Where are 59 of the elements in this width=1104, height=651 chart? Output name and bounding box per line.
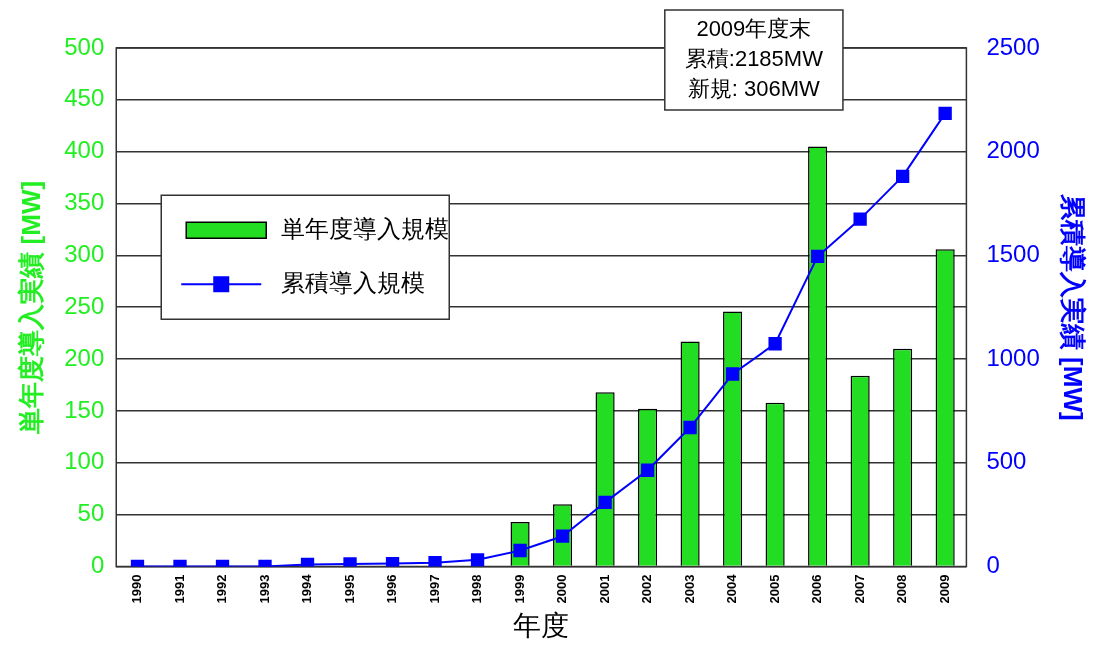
x-tick-label: 2008 (894, 574, 910, 604)
point (598, 495, 612, 510)
x-tick-label: 2006 (809, 574, 825, 604)
point (428, 556, 442, 567)
y2-axis-title: 累積導入実績 [MW] (1058, 192, 1089, 421)
x-tick-label: 2009 (936, 574, 952, 604)
x-tick-label: 2002 (639, 574, 655, 604)
x-tick-label: 1992 (214, 574, 230, 604)
y-tick-label: 250 (64, 291, 105, 319)
x-tick-label: 1997 (426, 574, 442, 604)
point (555, 529, 570, 543)
x-tick-label: 2000 (554, 574, 570, 604)
legend-label: 累積導入規模 (281, 268, 426, 296)
y-tick-label: 300 (64, 240, 105, 268)
y-tick-label: 500 (64, 32, 105, 60)
point (385, 556, 400, 567)
y2-tick-label: 1500 (986, 240, 1040, 268)
annotation: 累積:2185MW (684, 46, 824, 72)
x-tick-label: 2004 (724, 573, 740, 604)
y-tick-label: 100 (64, 447, 105, 475)
annotation: 新規: 306MW (687, 76, 821, 102)
legend-label: 単年度導入規模 (281, 214, 450, 242)
y-tick-label: 200 (64, 343, 105, 371)
point (470, 553, 485, 567)
point (768, 337, 782, 351)
point (810, 249, 825, 264)
x-tick-label: 2005 (766, 574, 782, 604)
y2-tick-label: 500 (986, 447, 1027, 475)
x-tick-label: 1996 (384, 574, 400, 604)
y-tick-label: 350 (64, 188, 105, 216)
x-tick-label: 1994 (299, 573, 315, 604)
point (343, 557, 357, 567)
x-tick-label: 1999 (511, 574, 527, 604)
point (640, 463, 655, 477)
x-tick-label: 1993 (256, 574, 272, 604)
y-tick-label: 0 (90, 551, 105, 579)
point (895, 169, 910, 184)
point (853, 212, 867, 226)
y-tick-label: 450 (64, 84, 105, 112)
y2-tick-label: 0 (986, 551, 1000, 579)
y-axis-title: 単年度導入実績 [MW] (15, 180, 46, 435)
x-tick-label: 2007 (851, 574, 867, 604)
x-tick-label: 1998 (469, 574, 485, 604)
y2-tick-label: 1000 (986, 343, 1040, 371)
x-axis-title: 年度 (513, 609, 570, 641)
y2-tick-label: 2000 (986, 136, 1040, 164)
x-tick-label: 1990 (129, 574, 145, 604)
point (683, 420, 697, 435)
y-tick-label: 400 (64, 136, 105, 164)
x-tick-label: 2001 (596, 574, 612, 604)
y-tick-label: 50 (77, 499, 105, 527)
x-tick-label: 2003 (681, 574, 697, 604)
x-tick-label: 1991 (171, 574, 187, 604)
point (725, 367, 740, 381)
text: 2009年度末 (696, 16, 812, 42)
point (938, 106, 952, 120)
x-tick-label: 1995 (341, 574, 357, 604)
y-tick-label: 150 (64, 395, 105, 423)
y2-tick-label: 2500 (986, 32, 1040, 60)
